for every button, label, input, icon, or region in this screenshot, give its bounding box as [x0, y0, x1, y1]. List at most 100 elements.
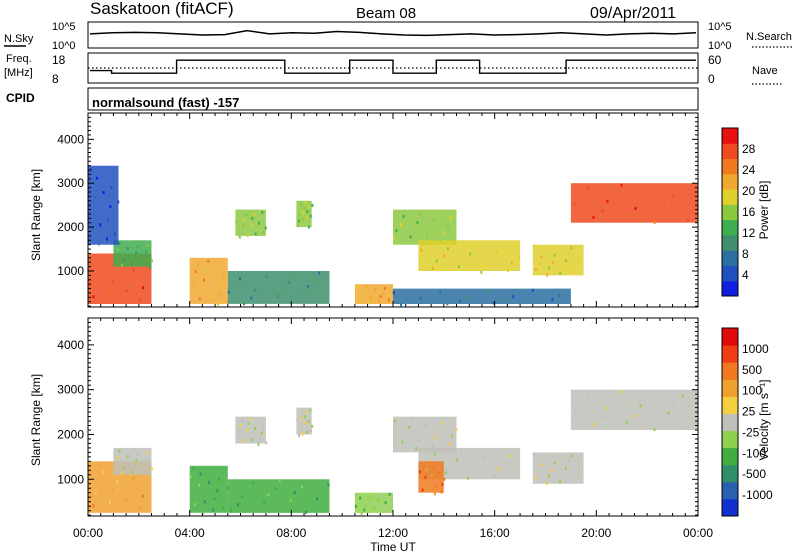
echo-cell — [672, 195, 675, 199]
velocity-x-ticks: 00:00 04:00 08:00 12:00 16:00 20:00 00:00 — [73, 318, 713, 540]
echo-cell — [424, 423, 427, 427]
echo-cell — [426, 233, 428, 237]
echo-cell — [110, 186, 113, 190]
echo-cell — [448, 442, 451, 446]
echo-cell — [424, 475, 427, 479]
echo-cell — [303, 292, 305, 296]
echo-cell — [150, 259, 153, 263]
echo-cell — [249, 417, 252, 421]
echo-cell — [242, 439, 245, 443]
echo-cell — [587, 392, 590, 396]
echo-cell — [226, 486, 229, 490]
echo-cell — [300, 202, 303, 206]
echo-cell — [121, 472, 123, 476]
echo-cell — [592, 423, 595, 427]
echo-cell — [242, 224, 245, 228]
noise-right-tick-top: 10^5 — [708, 21, 732, 33]
echo-cell — [139, 507, 142, 511]
echo-cell — [559, 480, 562, 483]
colorbar-swatch — [722, 219, 738, 236]
echo-cell — [207, 259, 210, 263]
search-noise-label: N.Search — [746, 31, 792, 43]
echo-cell — [409, 235, 412, 239]
echo-cell — [246, 234, 249, 238]
echo-cell — [559, 271, 562, 275]
echo-region — [532, 452, 584, 484]
noise-panel: N.Sky 10^5 10^0 10^5 10^0 N.Search — [4, 21, 792, 52]
echo-cell — [508, 454, 511, 458]
echo-cell — [278, 479, 281, 483]
colorbar-swatch — [722, 204, 738, 221]
echo-cell — [203, 500, 206, 504]
echo-cell — [566, 459, 569, 463]
echo-cell — [419, 212, 422, 216]
echo-cell — [301, 412, 304, 416]
echo-cell — [667, 204, 670, 208]
echo-cell — [672, 401, 675, 405]
echo-cell — [301, 485, 303, 489]
echo-cell — [485, 289, 488, 293]
y-tick-label: 3000 — [57, 176, 84, 190]
echo-cell — [254, 427, 256, 430]
echo-cell — [553, 461, 556, 465]
echo-cell — [433, 492, 436, 496]
echo-cell — [393, 237, 395, 241]
echo-cell — [132, 476, 135, 480]
echo-cell — [122, 465, 125, 469]
echo-cell — [548, 474, 550, 478]
echo-cell — [625, 213, 628, 217]
cpid-panel: CPID normalsound (fast) -157 — [6, 87, 699, 111]
echo-cell — [111, 280, 114, 284]
echo-cell — [456, 458, 458, 462]
echo-cell — [102, 470, 104, 474]
echo-cell — [306, 431, 308, 434]
echo-cell — [301, 217, 304, 221]
echo-cell — [235, 220, 238, 224]
echo-cell — [592, 216, 595, 219]
colorbar-swatch — [722, 447, 738, 466]
colorbar-frame — [721, 127, 739, 297]
echo-cell — [359, 297, 362, 301]
echo-cell — [238, 430, 241, 434]
echo-cell — [686, 425, 689, 429]
echo-cell — [217, 303, 220, 306]
echo-region — [235, 416, 266, 444]
echo-cell — [258, 221, 260, 225]
y-tick-label: 4000 — [57, 338, 84, 352]
echo-cell — [417, 438, 420, 442]
echo-cell — [419, 297, 422, 300]
power-panel: 1000 2000 3000 4000 Slant Range [km] — [29, 112, 699, 308]
echo-cell — [438, 430, 441, 434]
echo-cell — [572, 478, 575, 482]
echo-cell — [369, 495, 371, 499]
echo-cell — [274, 487, 277, 491]
echo-cell — [122, 257, 125, 261]
echo-cell — [446, 247, 449, 250]
y-tick-label: 3000 — [57, 383, 84, 397]
echo-cell — [260, 431, 263, 435]
echo-cell — [298, 434, 301, 438]
echo-cell — [505, 298, 508, 302]
echo-cell — [387, 497, 390, 501]
echo-cell — [250, 296, 253, 300]
echo-cell — [142, 494, 144, 498]
echo-cell — [150, 467, 153, 471]
echo-cell — [276, 294, 279, 298]
y-tick-label: 2000 — [57, 427, 84, 441]
x-tick-label: 00:00 — [683, 526, 713, 540]
colorbar-tick-label: 4 — [742, 268, 749, 282]
echo-cell — [431, 267, 434, 270]
echo-cell — [91, 228, 94, 232]
echo-cell — [239, 423, 242, 427]
echo-cell — [531, 288, 534, 292]
echo-cell — [289, 499, 292, 503]
echo-cell — [469, 252, 472, 256]
echo-cell — [681, 188, 684, 192]
echo-cell — [193, 503, 196, 506]
echo-cell — [460, 450, 463, 454]
echo-cell — [192, 467, 195, 471]
echo-cell — [109, 292, 111, 296]
echo-cell — [434, 436, 437, 440]
echo-cell — [204, 267, 207, 271]
echo-cell — [132, 268, 135, 272]
